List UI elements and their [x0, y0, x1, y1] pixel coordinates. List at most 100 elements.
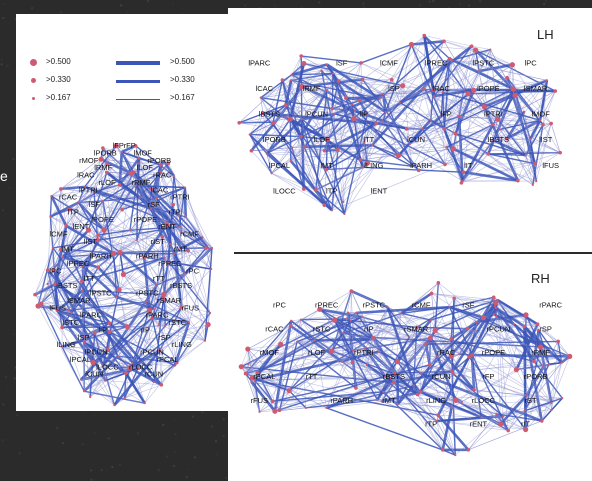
region-node	[300, 118, 303, 121]
connection-edge	[92, 317, 153, 363]
region-label: rPCAL	[156, 355, 178, 364]
region-node	[286, 388, 292, 394]
region-node	[49, 215, 52, 218]
connection-edge	[78, 191, 95, 203]
region-node	[79, 378, 83, 381]
legend-row: >0.330 >0.330	[24, 74, 214, 92]
connection-edge	[484, 106, 531, 140]
connection-edge	[507, 362, 562, 431]
connection-edge	[417, 394, 437, 422]
connection-edge	[355, 351, 380, 389]
region-node	[253, 379, 256, 382]
connection-edge	[334, 81, 339, 114]
connection-edge	[62, 256, 84, 267]
connection-edge	[181, 232, 203, 238]
region-label: rRMF	[132, 178, 151, 187]
connection-edge	[431, 293, 496, 303]
connection-edge	[397, 128, 424, 157]
region-node	[180, 231, 183, 234]
connection-edge	[71, 301, 147, 314]
region-node	[467, 355, 471, 359]
region-node	[173, 364, 176, 367]
region-node	[505, 75, 509, 80]
region-node	[364, 160, 370, 166]
region-node	[324, 136, 331, 142]
region-node	[342, 200, 345, 204]
region-node	[374, 121, 378, 126]
region-label: rSMAR	[157, 296, 182, 305]
region-node	[162, 297, 166, 301]
region-node	[408, 336, 411, 339]
connection-edge	[382, 41, 445, 122]
region-label: rCAC	[265, 324, 284, 333]
region-label: lSMAR	[67, 296, 91, 305]
connection-edge	[315, 118, 355, 191]
region-node	[525, 394, 528, 397]
connection-edge	[525, 124, 544, 156]
region-label: rPCUN	[487, 324, 511, 333]
region-label: lRMF	[94, 163, 112, 172]
region-label: lPREC	[67, 259, 90, 268]
connection-edge	[411, 44, 444, 93]
connection-edge	[541, 402, 552, 422]
connection-edge	[431, 293, 452, 340]
connection-edge	[497, 300, 509, 431]
connection-edge	[138, 158, 213, 249]
connection-edge	[83, 342, 108, 350]
connection-edge	[260, 97, 286, 118]
connection-edge	[409, 128, 445, 145]
region-node	[380, 400, 383, 403]
connection-edge	[176, 312, 211, 363]
connection-edge	[257, 372, 276, 412]
connection-edge	[55, 239, 138, 285]
connection-edge	[118, 289, 150, 311]
region-node	[450, 146, 456, 152]
region-label: lPTRI	[484, 110, 503, 119]
connection-edge	[399, 101, 445, 130]
region-label: rIT	[521, 420, 531, 429]
region-node	[314, 188, 318, 192]
connection-edge	[249, 112, 264, 135]
connection-edge	[51, 188, 62, 197]
region-node	[277, 408, 282, 413]
region-node	[478, 69, 481, 73]
connection-edge	[451, 60, 469, 94]
connection-edge	[67, 200, 104, 250]
region-node	[432, 327, 438, 334]
region-label: lPOPE	[477, 84, 500, 93]
region-node	[113, 404, 116, 407]
region-node	[378, 97, 381, 100]
connection-edge	[65, 224, 115, 255]
connection-edge	[420, 356, 570, 374]
connection-edge	[173, 322, 191, 367]
connection-edge	[451, 299, 499, 373]
region-node	[171, 202, 176, 207]
connection-edge	[444, 138, 531, 165]
connection-edge	[151, 317, 161, 351]
region-node	[164, 324, 167, 327]
connection-edge	[173, 187, 186, 225]
connection-edge	[331, 350, 384, 392]
connection-edge	[303, 113, 336, 148]
region-node	[116, 287, 122, 293]
connection-edge	[449, 305, 484, 320]
connection-edge	[178, 215, 210, 250]
region-node	[174, 360, 179, 365]
connection-edge	[119, 252, 125, 275]
connection-edge	[160, 172, 174, 177]
region-label: lFUS	[542, 161, 559, 170]
connection-edge	[422, 35, 436, 97]
connection-edge	[533, 329, 539, 362]
connection-edge	[400, 292, 433, 315]
connection-edge	[84, 390, 145, 404]
connection-edge	[93, 191, 99, 240]
region-node	[480, 315, 487, 321]
connection-edge	[444, 89, 465, 129]
region-node	[440, 114, 443, 117]
region-node	[365, 363, 368, 367]
connection-edge	[345, 291, 352, 320]
connection-edge	[159, 350, 178, 364]
region-label: rPARH	[136, 252, 159, 261]
node-group	[33, 143, 214, 407]
connection-edge	[434, 49, 476, 97]
